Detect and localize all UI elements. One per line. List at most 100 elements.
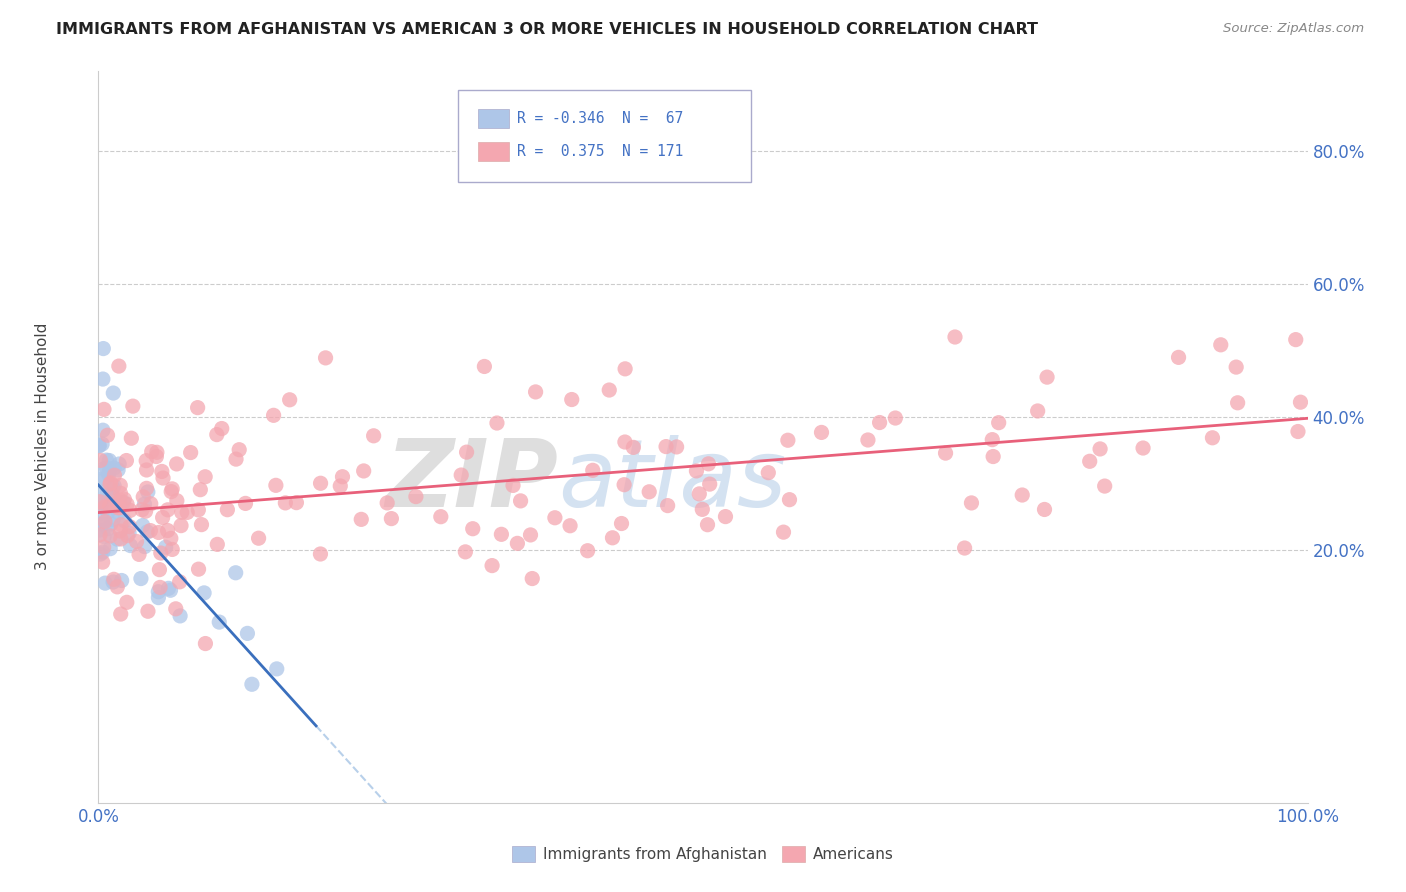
Point [544,510,567,524]
Point [1033,502,1056,516]
Point [91,423,114,437]
Text: R =  0.375  N = 171: R = 0.375 N = 171 [517,145,683,159]
Point [638,484,661,499]
Point [1078,454,1101,468]
Point [100,516,122,531]
Point [91,372,114,386]
Point [692,502,714,516]
Text: R = -0.346  N =  67: R = -0.346 N = 67 [517,112,683,126]
Point [208,615,231,629]
Point [169,608,191,623]
Point [263,409,285,423]
Point [981,450,1004,464]
Point [146,445,169,459]
Point [935,446,957,460]
Point [96,428,118,442]
Point [561,392,583,407]
Point [89,528,111,542]
Point [228,442,250,457]
Point [236,626,259,640]
Point [610,516,633,531]
Point [170,518,193,533]
Point [810,425,832,440]
Point [869,416,891,430]
Point [943,330,966,344]
Point [309,476,332,491]
Point [110,524,132,538]
Point [187,562,209,576]
Point [148,584,170,599]
Point [776,434,799,448]
Point [115,497,138,511]
Point [118,519,141,533]
Point [474,359,496,374]
Point [145,450,167,464]
Point [621,441,644,455]
Point [110,607,132,621]
Point [159,532,181,546]
Point [100,475,122,490]
Point [152,510,174,524]
Point [332,469,354,483]
Point [98,453,121,467]
Point [772,525,794,540]
Text: Source: ZipAtlas.com: Source: ZipAtlas.com [1223,22,1364,36]
Point [329,479,352,493]
Point [1011,488,1033,502]
Point [1026,404,1049,418]
Point [509,494,531,508]
Point [90,498,112,512]
Point [274,496,297,510]
Point [135,481,157,495]
Point [115,453,138,467]
Point [89,453,111,467]
Point [380,511,402,525]
Point [103,479,125,493]
Text: 3 or more Vehicles in Household: 3 or more Vehicles in Household [35,322,49,570]
Point [112,495,135,509]
Point [98,529,121,543]
Point [699,477,721,491]
Point [506,536,529,550]
Point [1036,370,1059,384]
Point [111,574,134,588]
Point [953,541,976,555]
Point [524,384,547,399]
Point [136,604,159,618]
Point [187,503,209,517]
Point [89,438,111,452]
Point [107,463,129,477]
Point [117,528,139,542]
Point [756,466,779,480]
Point [87,439,110,453]
Point [148,563,170,577]
Point [131,502,153,516]
Point [405,490,427,504]
Point [87,517,110,532]
Point [264,478,287,492]
Point [118,526,141,541]
Point [91,437,114,451]
Point [169,574,191,589]
Point [207,537,229,551]
Point [120,431,142,445]
Point [103,468,125,483]
Point [148,525,170,540]
Point [665,440,688,454]
Point [90,495,112,509]
Point [225,566,247,580]
Point [96,461,118,475]
Point [194,636,217,650]
Point [1132,441,1154,455]
Point [1094,479,1116,493]
Point [1167,351,1189,365]
Point [350,512,373,526]
Point [190,517,212,532]
Point [128,547,150,561]
Point [89,494,111,508]
Point [353,464,375,478]
Point [180,445,202,459]
Point [884,411,907,425]
Point [194,469,217,483]
Point [1201,431,1223,445]
